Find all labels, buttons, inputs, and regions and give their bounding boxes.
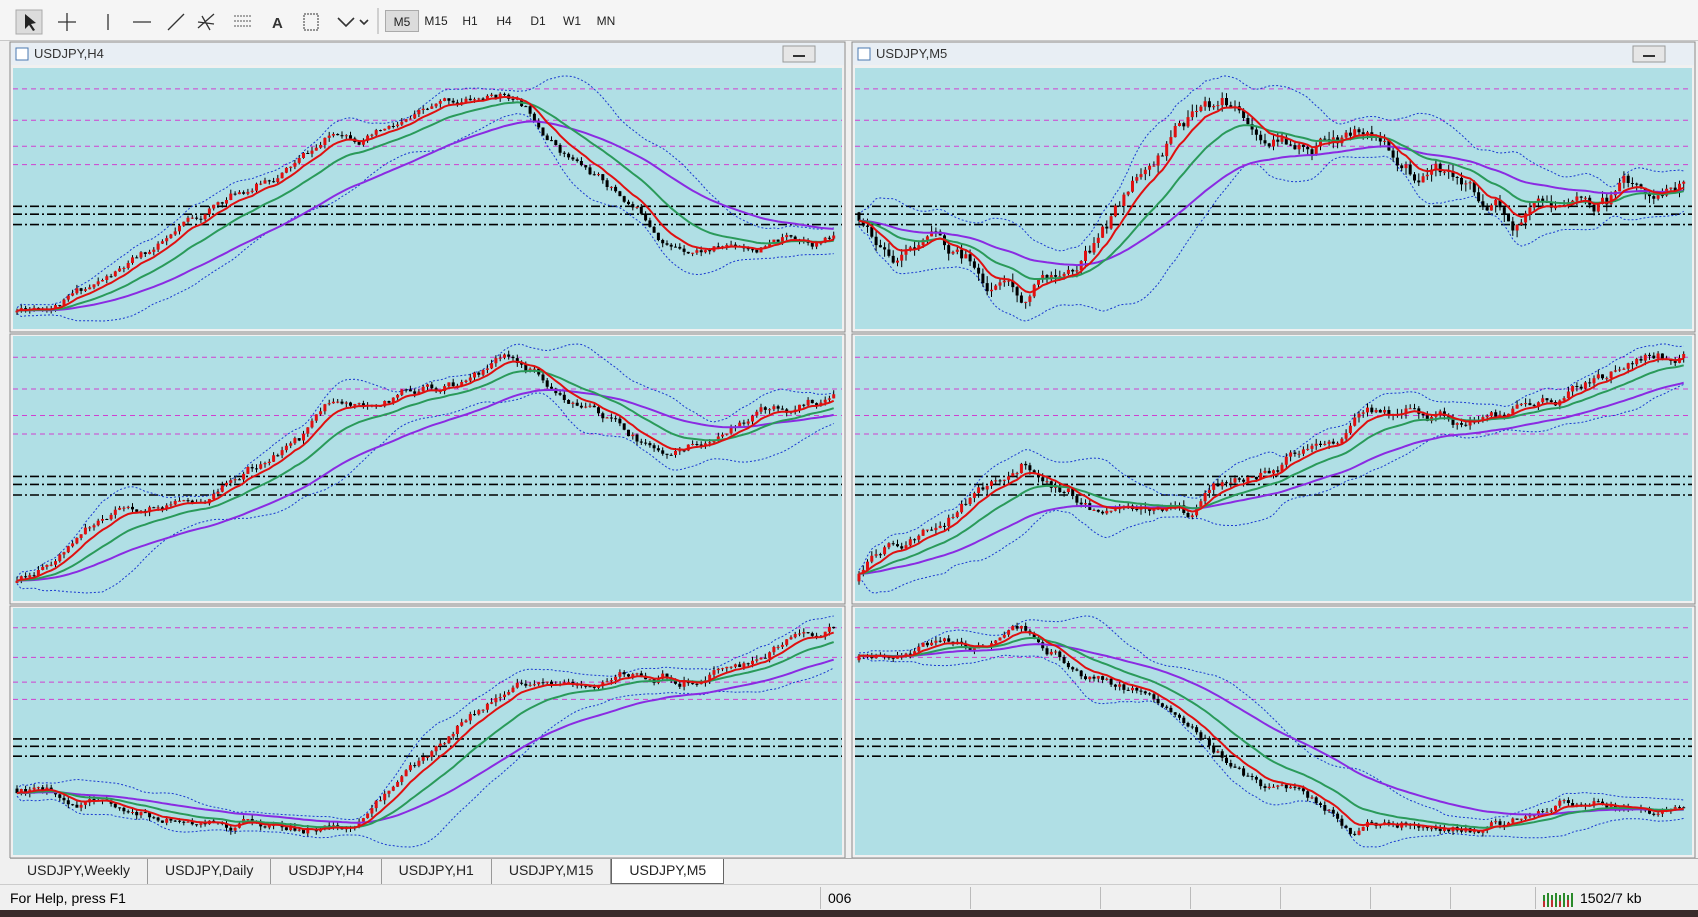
timeframe-button[interactable]: M5 [385, 10, 419, 32]
separator [1100, 887, 1101, 909]
trendline-tool[interactable] [167, 13, 185, 31]
chart-background [855, 68, 1692, 329]
window-title: USDJPY,H4 [34, 46, 104, 61]
moving-average [858, 124, 1684, 280]
chart-background [855, 608, 1692, 855]
minimize-button[interactable] [782, 45, 816, 63]
toolbar-icons: A [15, 8, 379, 35]
cursor-tool[interactable] [15, 9, 43, 35]
chart-background [13, 608, 842, 855]
chart-tab[interactable]: USDJPY,H1 [382, 859, 492, 884]
chart-tab[interactable]: USDJPY,M5 [611, 859, 725, 884]
moving-average [859, 637, 1684, 829]
separator [970, 887, 971, 909]
connection-icon [1543, 893, 1573, 907]
moving-average [858, 106, 1685, 294]
text-tool[interactable]: A [272, 15, 283, 32]
chart-tab[interactable]: USDJPY,H4 [271, 859, 382, 884]
chart-plot [855, 75, 1692, 322]
separator [1450, 887, 1451, 909]
chart-plot [855, 343, 1692, 594]
moving-average [858, 364, 1684, 575]
chart-area: USDJPY,H4 USDJPY,M5 [9, 41, 1696, 858]
moving-average [16, 95, 834, 312]
chart-window [9, 333, 846, 605]
band-line [16, 343, 834, 578]
window-title: USDJPY,M5 [876, 46, 947, 61]
moving-average [16, 369, 835, 582]
moving-average [858, 145, 1684, 267]
toolbar: A M5 M15 H1 H4 D1 W1 MN [0, 0, 1698, 41]
crosshair-tool[interactable] [58, 13, 76, 31]
chart-plot [13, 75, 842, 322]
band-line [858, 384, 1684, 594]
minimize-button[interactable] [1632, 45, 1666, 63]
window-titlebar [11, 43, 844, 65]
moving-average [16, 388, 834, 582]
moving-average [858, 381, 1684, 575]
timeframe-button[interactable]: D1 [530, 14, 546, 28]
label-tool[interactable] [303, 13, 319, 31]
chart-tab[interactable]: USDJPY,M15 [492, 859, 612, 884]
chart-window: USDJPY,M5 [851, 41, 1696, 333]
candle-bodies-up [896, 98, 1686, 303]
chart-window [851, 605, 1696, 858]
chart-tab[interactable]: USDJPY,Weekly [10, 859, 148, 884]
separator [820, 887, 821, 909]
arrows-tool[interactable] [337, 17, 369, 28]
window-titlebar [853, 43, 1694, 65]
timeframe-button[interactable]: M15 [424, 14, 448, 28]
channel-tool[interactable] [197, 13, 215, 31]
band-line [16, 615, 834, 821]
moving-average [16, 120, 834, 312]
separator [1370, 887, 1371, 909]
chart-background [855, 336, 1692, 601]
band-line [859, 654, 1684, 848]
taskbar-edge [0, 910, 1698, 917]
timeframe-button[interactable]: H4 [496, 14, 512, 28]
moving-average [16, 360, 835, 582]
timeframe-button[interactable]: W1 [563, 14, 581, 28]
timeframe-button[interactable]: H1 [462, 14, 478, 28]
window-icon [857, 47, 871, 61]
chart-window [851, 333, 1696, 605]
timeframe-bar: M5 M15 H1 H4 D1 W1 MN [385, 10, 623, 32]
chart-window [9, 605, 846, 858]
status-bar: For Help, press F1 006 1502/7 kb [0, 884, 1698, 911]
band-line [16, 667, 834, 848]
chart-plot [855, 615, 1692, 848]
chart-background [13, 68, 842, 329]
moving-average [858, 357, 1684, 575]
band-line [858, 155, 1684, 322]
moving-average [16, 658, 834, 824]
status-memory: 1502/7 kb [1580, 890, 1642, 906]
window-icon [15, 47, 29, 61]
fibo-tool[interactable] [234, 15, 252, 27]
band-line [16, 112, 834, 322]
moving-average [16, 631, 834, 831]
separator [1535, 887, 1536, 909]
timeframe-button[interactable]: MN [596, 14, 616, 28]
moving-average [859, 631, 1684, 832]
chart-plot [13, 615, 842, 848]
moving-average [16, 101, 834, 312]
chart-background [13, 336, 842, 601]
chart-tabs: USDJPY,Weekly USDJPY,Daily USDJPY,H4 USDJPY… [10, 858, 1698, 884]
separator [1190, 887, 1191, 909]
status-help: For Help, press F1 [10, 890, 126, 906]
chart-tab[interactable]: USDJPY,Daily [148, 859, 272, 884]
separator [1280, 887, 1281, 909]
status-field: 006 [828, 890, 852, 906]
chart-window: USDJPY,H4 [9, 41, 846, 333]
chart-plot [13, 343, 842, 594]
